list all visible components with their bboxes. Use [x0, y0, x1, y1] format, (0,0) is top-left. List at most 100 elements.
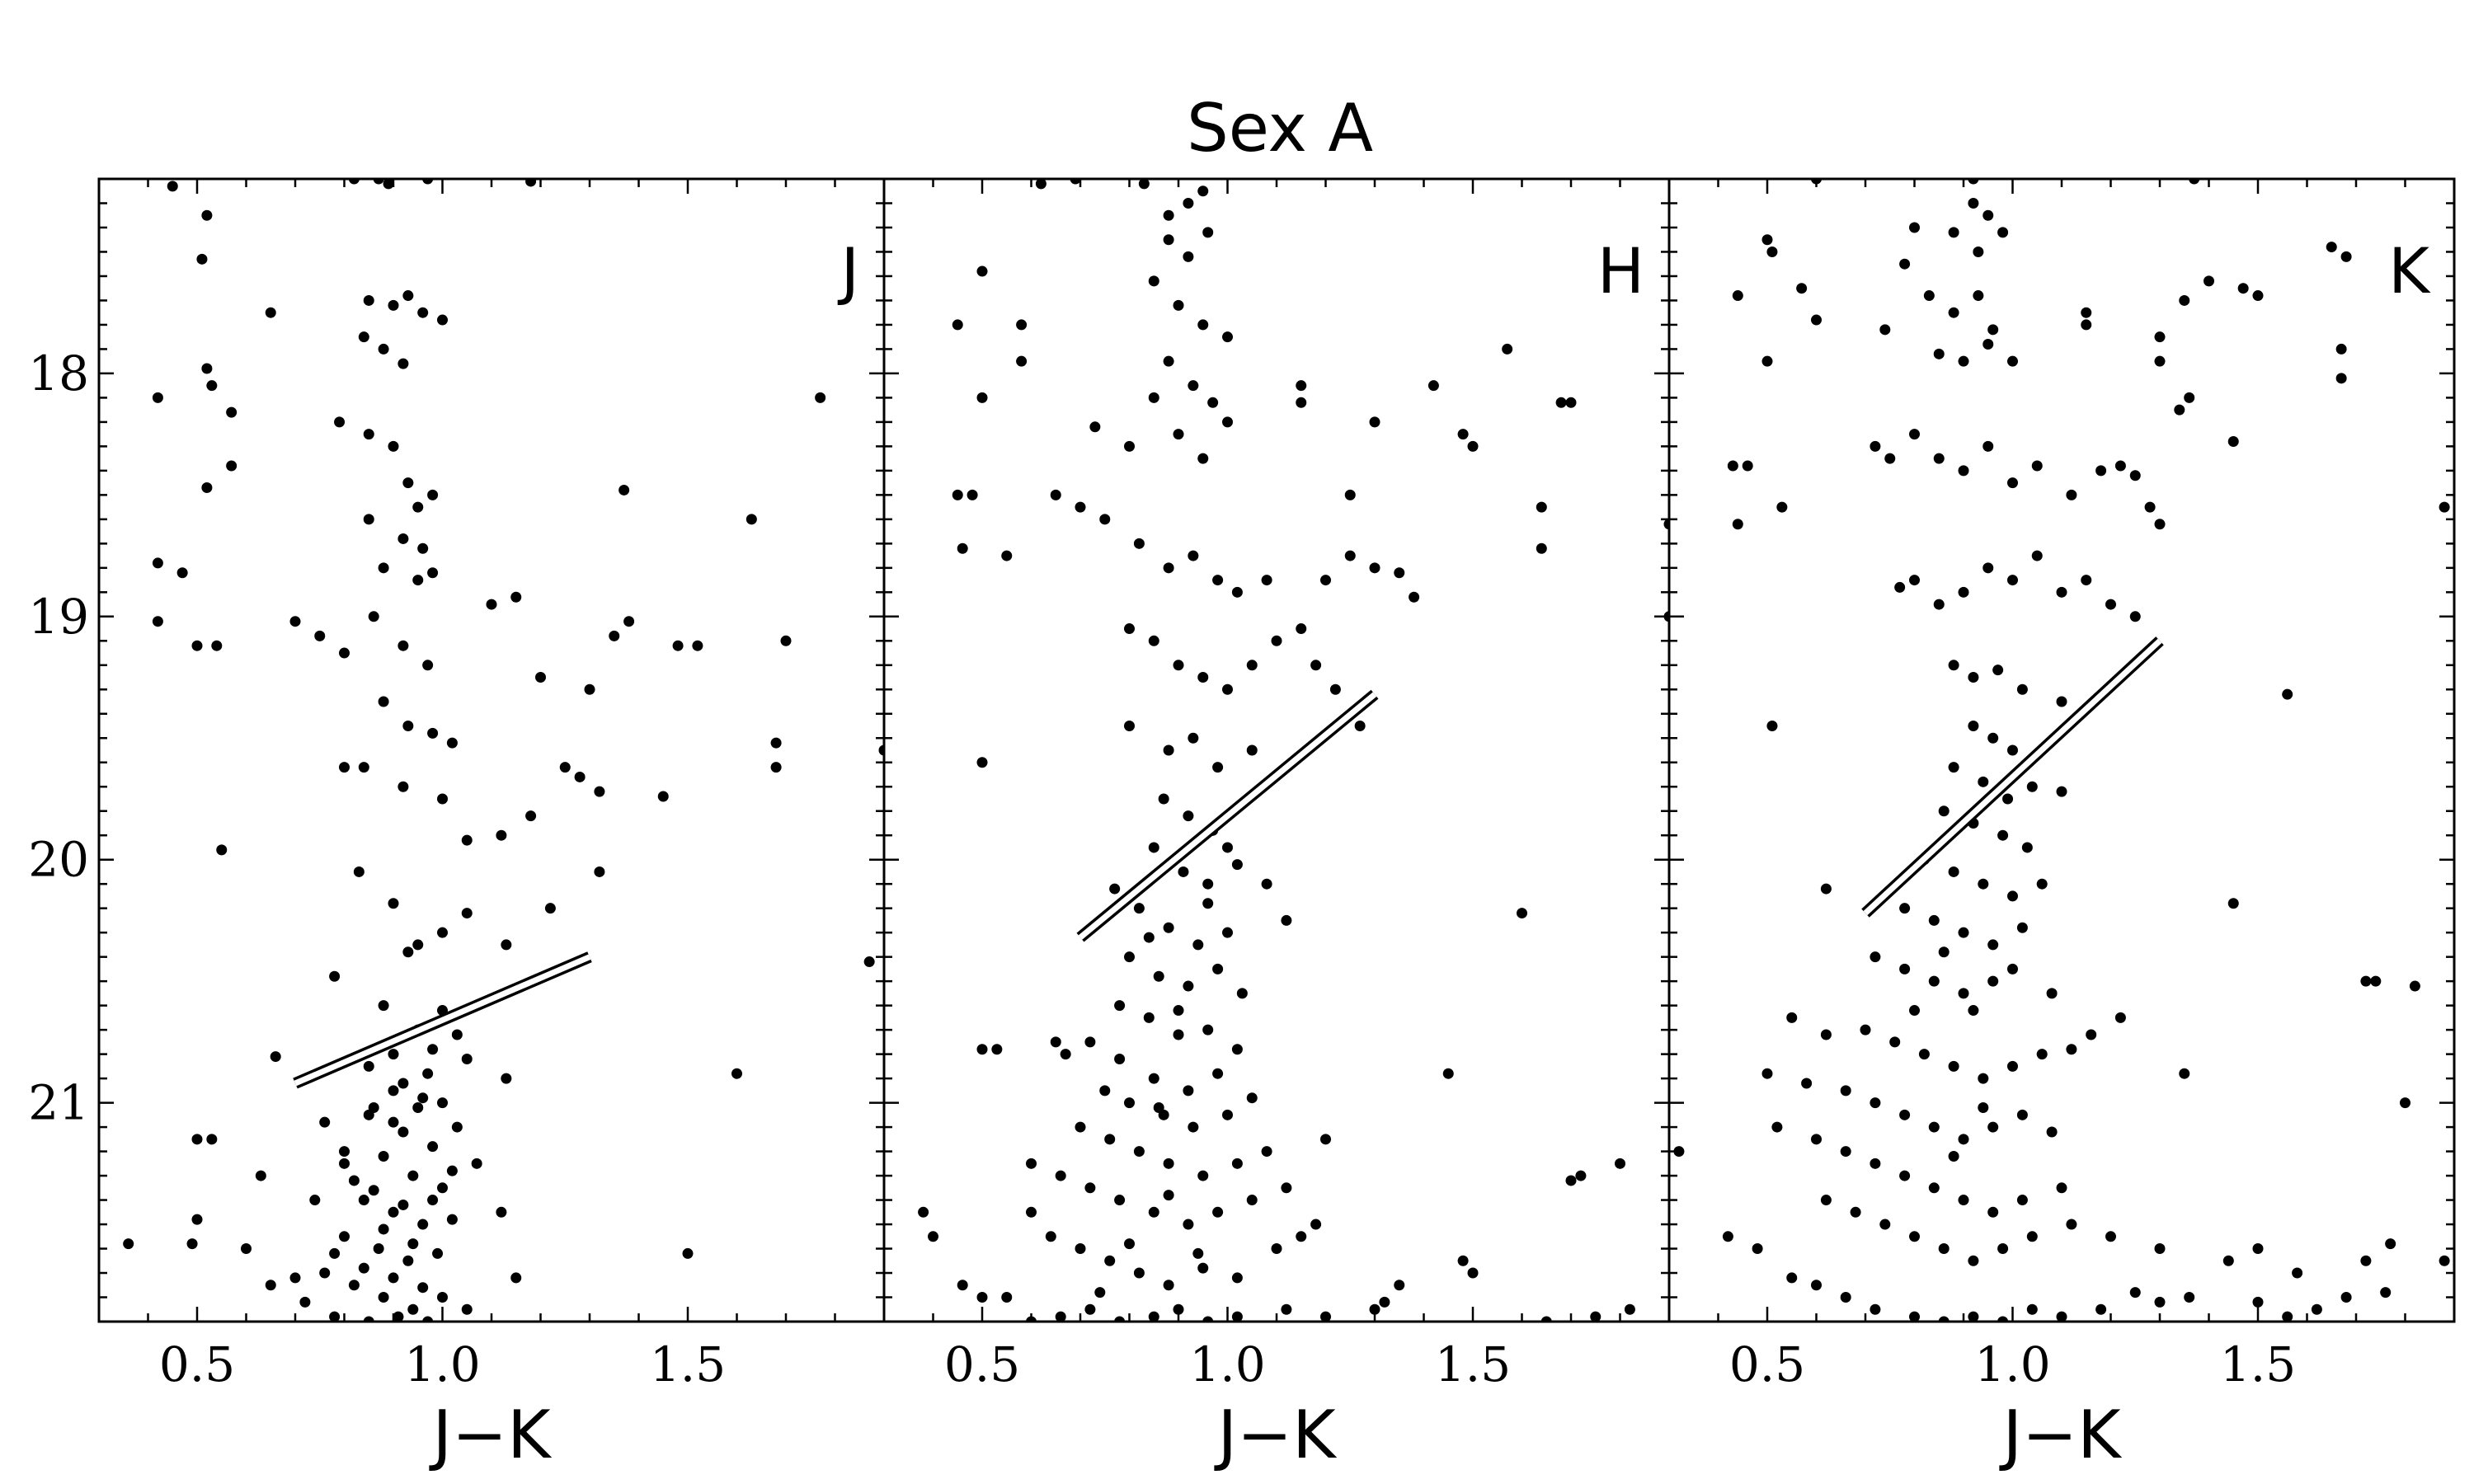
data-point	[329, 1311, 341, 1322]
data-point	[1197, 453, 1209, 464]
data-point	[2340, 1292, 2352, 1303]
data-point	[1722, 1231, 1733, 1242]
data-point	[1124, 1097, 1135, 1109]
x-axis-label: J−K	[1213, 1397, 1338, 1473]
data-point	[1948, 307, 1959, 318]
data-point	[1771, 1121, 1783, 1133]
data-point	[2031, 550, 2043, 561]
data-point	[255, 1170, 266, 1181]
data-point	[510, 591, 522, 603]
data-point	[461, 1303, 473, 1315]
data-point	[1536, 542, 1547, 554]
data-point	[1752, 1243, 1763, 1255]
data-point	[1590, 1311, 1602, 1322]
data-point	[206, 1134, 218, 1145]
data-point	[1281, 1303, 1292, 1315]
data-point	[1982, 440, 1994, 452]
data-point	[397, 640, 409, 651]
data-point	[1084, 1182, 1096, 1194]
data-point	[1540, 1316, 1552, 1322]
data-point	[2081, 319, 2092, 331]
data-point	[1575, 1170, 1587, 1181]
data-point	[501, 1073, 512, 1084]
data-point	[339, 1158, 350, 1169]
data-point	[2282, 1311, 2293, 1322]
data-point	[152, 616, 163, 627]
data-point	[2007, 890, 2018, 902]
data-point	[358, 331, 369, 343]
data-point	[1409, 591, 1420, 603]
data-point	[1231, 1311, 1243, 1322]
y-tick-label: 18	[28, 345, 89, 402]
panel-frame	[882, 177, 1671, 1323]
data-point	[388, 1206, 399, 1218]
data-point	[2026, 1231, 2038, 1242]
data-point	[1968, 1311, 1979, 1322]
data-point	[265, 307, 276, 318]
data-point	[329, 1247, 341, 1259]
data-point	[1163, 1190, 1174, 1201]
x-tick-label: 0.5	[1729, 1336, 1805, 1392]
data-point	[368, 1185, 379, 1196]
data-point	[417, 1219, 429, 1230]
data-point	[1786, 1272, 1798, 1284]
data-point	[1840, 1292, 1851, 1303]
data-point	[1163, 562, 1174, 574]
data-point	[1212, 1068, 1224, 1079]
data-point	[1517, 908, 1527, 919]
data-point	[2370, 975, 2382, 987]
data-point	[991, 1044, 1003, 1055]
data-point	[329, 970, 341, 982]
data-point	[412, 501, 424, 513]
data-point	[1997, 227, 2009, 238]
data-point	[1173, 429, 1184, 440]
data-point	[2154, 1243, 2166, 1255]
data-point	[412, 1101, 424, 1113]
data-point	[176, 567, 188, 579]
data-point	[201, 209, 213, 221]
data-point	[1202, 1316, 1214, 1322]
data-point	[1968, 672, 1979, 683]
data-point	[1026, 1206, 1037, 1218]
data-point	[196, 253, 208, 265]
data-point	[672, 640, 684, 651]
data-point	[1909, 1005, 1920, 1017]
data-points	[1673, 179, 2450, 1322]
data-point	[1796, 283, 1808, 294]
data-point	[1099, 514, 1111, 525]
data-point	[422, 179, 434, 185]
data-point	[2056, 786, 2067, 797]
data-point	[1394, 567, 1405, 579]
data-point	[1354, 721, 1366, 732]
data-point	[2237, 283, 2249, 294]
data-point	[1958, 1195, 1969, 1206]
data-point	[535, 672, 546, 683]
data-point	[358, 1262, 369, 1274]
data-point	[339, 1146, 350, 1158]
data-point	[2282, 688, 2293, 700]
data-point	[1761, 1068, 1773, 1079]
data-point	[1968, 721, 1979, 732]
data-point	[1948, 660, 1959, 671]
data-point	[353, 866, 365, 877]
panel-k: 0.5 1.0 1.5 J−K K	[1667, 177, 2456, 1473]
data-point	[1089, 421, 1101, 433]
data-point	[770, 737, 782, 749]
data-point	[1124, 721, 1135, 732]
data-point	[1467, 440, 1479, 452]
data-point	[1124, 440, 1135, 452]
data-point	[1968, 1255, 1979, 1266]
data-point	[1997, 1316, 2009, 1322]
data-point	[422, 1068, 434, 1079]
data-point	[1246, 1195, 1258, 1206]
data-point	[2007, 963, 2018, 974]
data-point	[216, 844, 228, 856]
data-point	[1163, 1280, 1174, 1291]
data-point	[1075, 501, 1086, 513]
data-point	[299, 1296, 311, 1308]
data-point	[2081, 307, 2092, 318]
data-point	[2007, 1060, 2018, 1072]
data-point	[2007, 355, 2018, 367]
data-point	[618, 484, 630, 495]
data-point	[1427, 380, 1439, 392]
